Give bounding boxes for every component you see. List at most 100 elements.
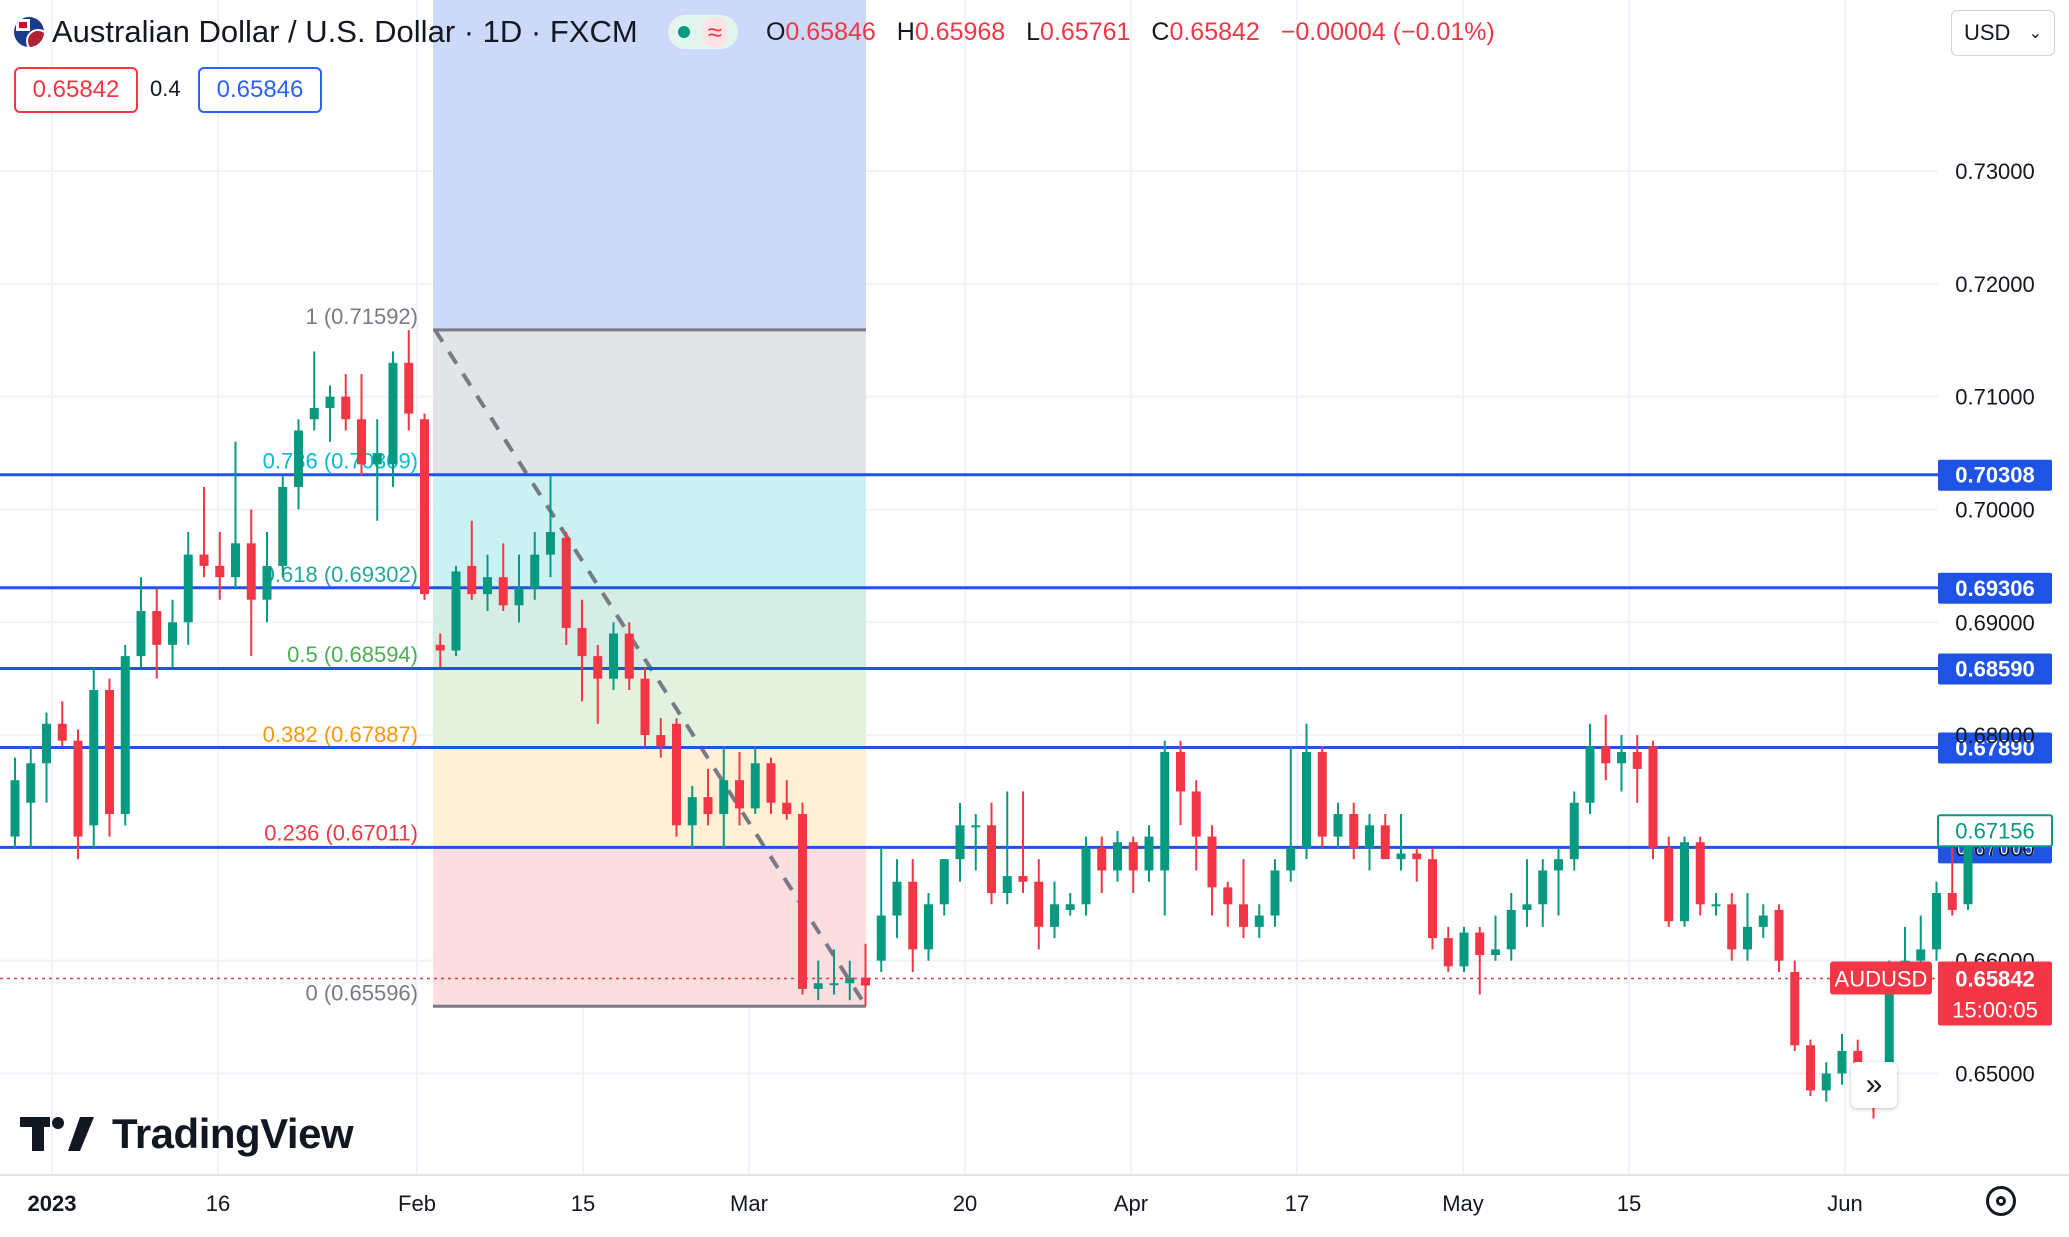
x-tick-label: Apr xyxy=(1114,1191,1148,1216)
header-bar: Australian Dollar / U.S. Dollar · 1D · F… xyxy=(14,12,1509,52)
candle-body xyxy=(1349,814,1359,848)
candle-body xyxy=(1569,802,1579,860)
market-status-pill[interactable]: ≈ xyxy=(667,15,738,49)
candle-body xyxy=(199,554,209,566)
symbol-title[interactable]: Australian Dollar / U.S. Dollar · 1D · F… xyxy=(52,14,638,49)
candle-body xyxy=(325,396,335,408)
candle-body xyxy=(845,977,855,984)
y-tick-label: 0.71000 xyxy=(1955,385,2035,410)
candle-body xyxy=(1412,853,1422,860)
price-marker: 0.67156 xyxy=(1955,818,2035,843)
currency-select[interactable]: USD ⌄ xyxy=(1951,10,2055,56)
tradingview-logo[interactable]: TradingView xyxy=(20,1110,354,1158)
candle-body xyxy=(1113,842,1122,871)
candle-body xyxy=(105,689,114,815)
candle-body xyxy=(1617,752,1626,764)
candle-body xyxy=(971,825,981,828)
symbol-label-bg xyxy=(1830,961,1932,995)
price-label-bg xyxy=(1938,459,2052,491)
fib-level-label: 1 (0.71592) xyxy=(305,304,418,329)
price-marker-bg xyxy=(1937,814,2053,848)
x-tick-label: 2023 xyxy=(28,1191,77,1216)
candle-body xyxy=(987,825,996,893)
low-value: 0.65761 xyxy=(1040,17,1131,46)
logo-text: TradingView xyxy=(112,1110,354,1157)
candle-body xyxy=(26,763,36,803)
price-label: 0.67890 xyxy=(1955,735,2035,760)
close-key: C xyxy=(1151,17,1170,46)
candle-body xyxy=(451,571,461,651)
tradingview-mark-icon xyxy=(20,1113,98,1155)
candle-body xyxy=(1270,870,1280,916)
scroll-to-realtime-button[interactable]: » xyxy=(1851,1062,1897,1108)
candle-body xyxy=(1428,859,1437,939)
candle-body xyxy=(1176,752,1185,792)
candle-body xyxy=(1711,904,1721,907)
close-value: 0.65842 xyxy=(1169,17,1260,46)
candle-body xyxy=(294,430,303,487)
price-label: 0.68590 xyxy=(1955,657,2035,682)
candle-body xyxy=(1365,825,1374,848)
x-tick-label: 15 xyxy=(1617,1191,1641,1216)
buy-button[interactable]: 0.65846 xyxy=(198,67,322,113)
flag-icon[interactable] xyxy=(14,17,44,47)
last-price-value: 0.65842 xyxy=(1955,967,2035,992)
candle-body xyxy=(168,622,177,645)
candle-body xyxy=(876,915,886,961)
sell-button[interactable]: 0.65842 xyxy=(14,67,138,113)
candle-body xyxy=(1632,752,1642,769)
candle-body xyxy=(939,859,949,905)
fib-zone xyxy=(433,846,866,1007)
candle-body xyxy=(1097,847,1107,871)
price-label-bg xyxy=(1938,653,2052,685)
candle-body xyxy=(1884,971,1894,1085)
candle-body xyxy=(1050,904,1059,927)
dot-icon xyxy=(677,26,690,38)
fib-zone xyxy=(433,0,866,330)
price-label-bg xyxy=(1938,732,2052,764)
candle-body xyxy=(388,362,398,465)
candle-body xyxy=(435,644,445,651)
x-tick-label: 20 xyxy=(953,1191,977,1216)
candle-body xyxy=(89,689,99,826)
candle-body xyxy=(1932,893,1941,950)
candle-body xyxy=(1002,876,1012,893)
candle-body xyxy=(1790,971,1800,1046)
candle-body xyxy=(530,554,540,589)
candle-body xyxy=(1506,909,1516,950)
x-tick-label: 16 xyxy=(206,1191,230,1216)
candle-body xyxy=(1396,853,1406,860)
y-tick-label: 0.69000 xyxy=(1955,610,2035,635)
fib-zone xyxy=(433,747,866,847)
candle-body xyxy=(498,577,508,606)
fib-level-label: 0.236 (0.67011) xyxy=(264,821,418,846)
y-tick-label: 0.73000 xyxy=(1955,159,2035,184)
gear-icon[interactable] xyxy=(1986,1186,2016,1216)
candle-body xyxy=(1727,904,1737,950)
spread-label: 0.4 xyxy=(150,76,181,101)
candle-body xyxy=(341,396,351,420)
fib-zone xyxy=(433,474,866,589)
candle-body xyxy=(1191,791,1201,837)
double-chevron-right-icon: » xyxy=(1865,1068,1883,1101)
candle-body xyxy=(1601,746,1611,764)
open-key: O xyxy=(765,17,786,46)
candle-body xyxy=(1443,938,1453,967)
high-key: H xyxy=(896,17,915,46)
candle-body xyxy=(404,362,414,414)
candle-body xyxy=(593,656,603,679)
candle-body xyxy=(1853,1050,1863,1068)
fib-level-label: 0.5 (0.68594) xyxy=(287,642,418,667)
y-tick-label: 0.72000 xyxy=(1955,272,2035,297)
candle-body xyxy=(278,486,288,566)
candle-body xyxy=(1963,830,1973,905)
candle-body xyxy=(687,797,697,826)
candle-body xyxy=(136,611,146,657)
candle-body xyxy=(309,407,319,420)
candle-body xyxy=(561,537,571,628)
candle-body xyxy=(750,763,760,809)
symbol-label: AUDUSD xyxy=(1835,967,1928,992)
candle-body xyxy=(1821,1073,1831,1091)
